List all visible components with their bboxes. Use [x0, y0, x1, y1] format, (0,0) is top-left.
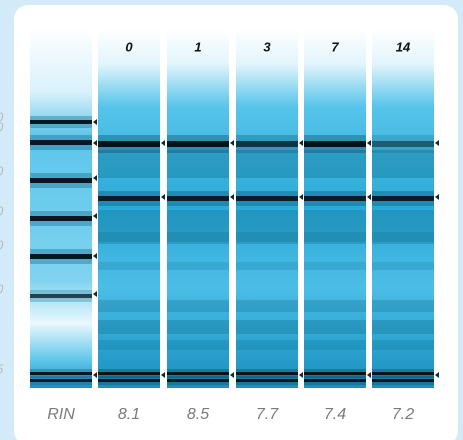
ladder-size-label: 0: [0, 281, 4, 296]
rin-label: RIN: [47, 406, 75, 423]
rin-value: 8.5: [187, 406, 209, 423]
smear: [372, 232, 434, 242]
band: [167, 379, 229, 382]
band: [98, 372, 160, 375]
smear: [304, 150, 366, 178]
band: [167, 372, 229, 375]
band: [304, 379, 366, 382]
smear: [98, 232, 160, 242]
band: [236, 141, 298, 147]
ladder-size-label: 5: [0, 361, 4, 376]
band: [372, 379, 434, 382]
band: [236, 372, 298, 375]
band: [372, 196, 434, 201]
band: [30, 379, 92, 382]
band: [304, 196, 366, 201]
rin-value: 7.2: [392, 406, 414, 423]
smear: [98, 150, 160, 178]
band: [30, 372, 92, 375]
band: [372, 372, 434, 375]
lane-label: 0: [125, 39, 133, 54]
ladder-lane: [30, 28, 92, 388]
smear: [236, 262, 298, 270]
band: [98, 141, 160, 147]
smear: [372, 300, 434, 312]
band: [30, 254, 92, 259]
band: [30, 178, 92, 183]
ladder-size-label: 0: [0, 163, 4, 178]
band: [236, 379, 298, 382]
lane-label: 1: [194, 39, 201, 54]
smear: [304, 300, 366, 312]
smear: [98, 262, 160, 270]
smear: [98, 340, 160, 350]
smear: [236, 340, 298, 350]
band: [304, 141, 366, 147]
smear: [372, 320, 434, 334]
smear: [236, 320, 298, 334]
smear: [98, 320, 160, 334]
lane-label: 3: [263, 39, 271, 54]
smear: [167, 232, 229, 242]
band: [167, 196, 229, 201]
smear: [304, 320, 366, 334]
ladder-size-label: 0: [0, 119, 4, 134]
smear: [167, 320, 229, 334]
rin-value: 8.1: [118, 406, 140, 423]
smear: [98, 300, 160, 312]
smear: [372, 340, 434, 350]
ladder-size-label: 0: [0, 237, 4, 252]
band: [30, 140, 92, 145]
ladder-size-label: 0: [0, 203, 4, 218]
smear: [372, 262, 434, 270]
rin-value: 7.7: [256, 406, 279, 423]
smear: [167, 300, 229, 312]
smear: [167, 262, 229, 270]
smear: [236, 300, 298, 312]
band: [98, 196, 160, 201]
smear: [304, 340, 366, 350]
band: [372, 141, 434, 147]
smear: [304, 262, 366, 270]
band: [167, 141, 229, 147]
smear: [167, 150, 229, 178]
band: [30, 120, 92, 124]
gel-figure: 08.118.537.777.4147.2RIN0000005: [0, 0, 463, 440]
smear: [167, 340, 229, 350]
smear: [236, 232, 298, 242]
band: [98, 379, 160, 382]
lane-label: 14: [396, 39, 411, 54]
lane-label: 7: [331, 39, 339, 54]
smear: [372, 150, 434, 178]
band: [30, 294, 92, 298]
band: [236, 196, 298, 201]
band: [30, 216, 92, 221]
rin-value: 7.4: [324, 406, 346, 423]
smear: [304, 232, 366, 242]
band: [304, 372, 366, 375]
smear: [236, 150, 298, 178]
